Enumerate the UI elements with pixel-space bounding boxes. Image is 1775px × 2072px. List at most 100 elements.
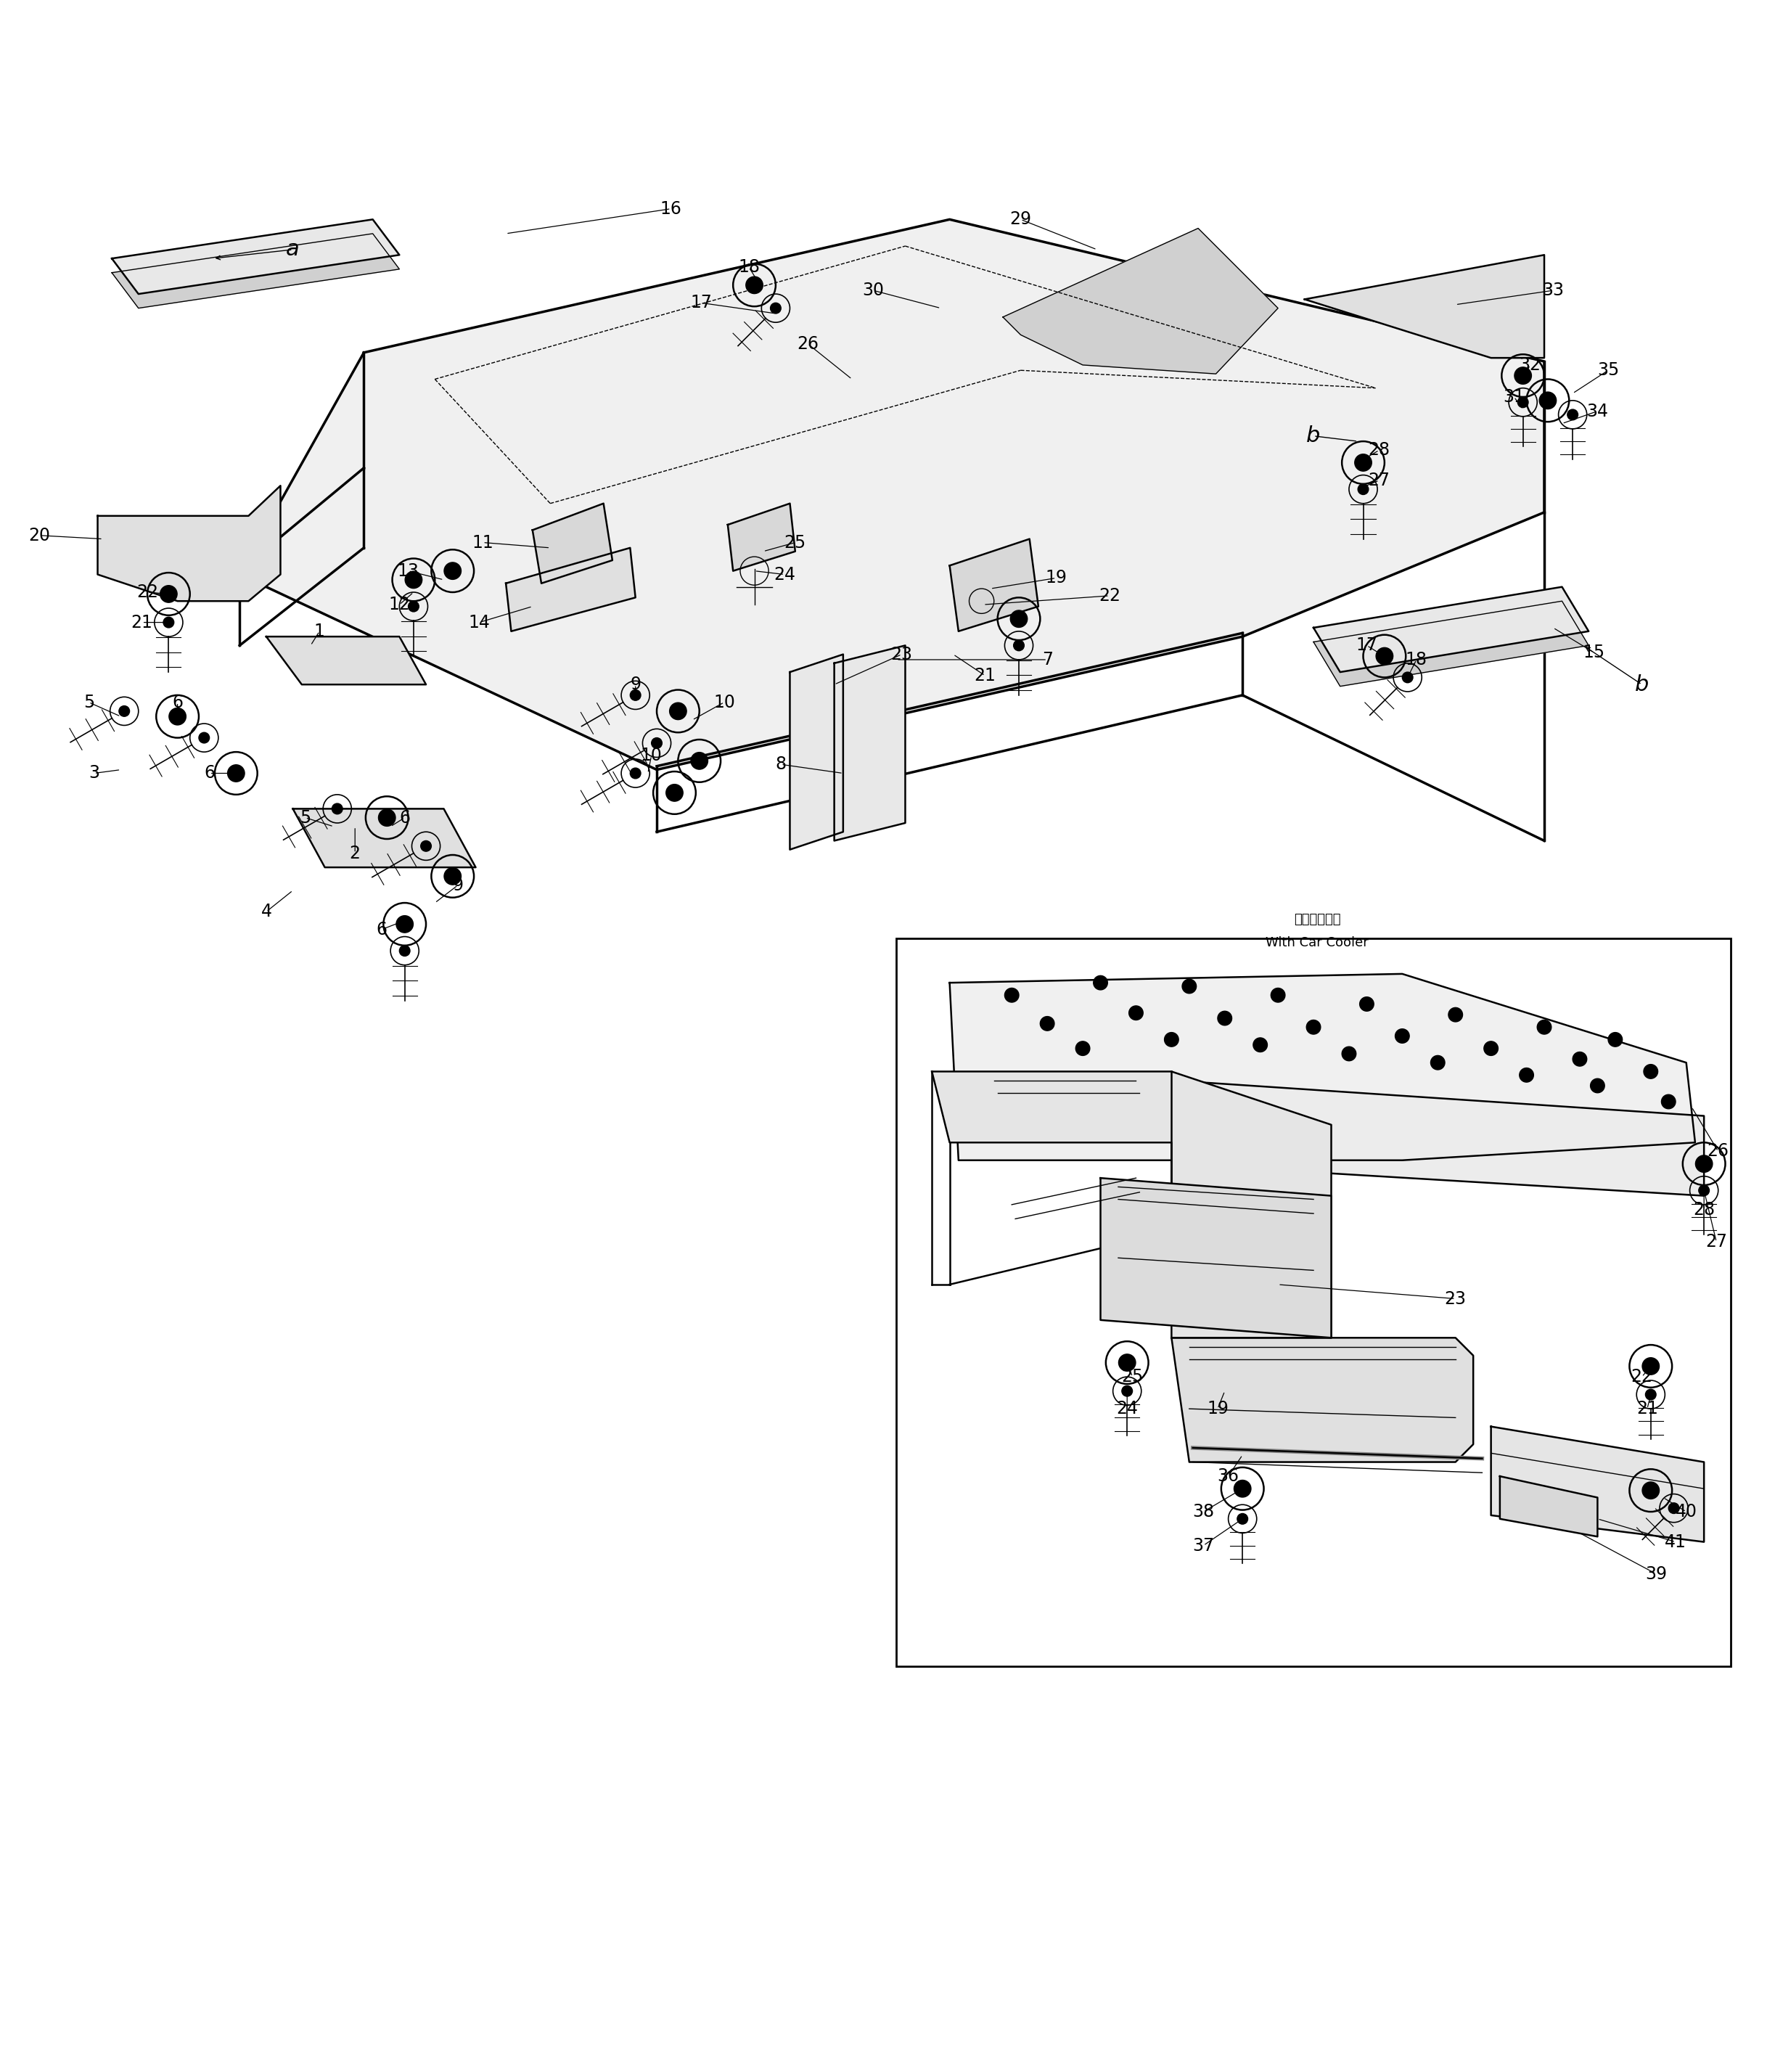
Text: b: b bbox=[1635, 673, 1649, 694]
Polygon shape bbox=[532, 503, 612, 584]
Text: 38: 38 bbox=[1193, 1502, 1214, 1521]
Polygon shape bbox=[1491, 1426, 1704, 1542]
Polygon shape bbox=[950, 974, 1695, 1160]
Text: 3: 3 bbox=[89, 765, 99, 781]
Text: 28: 28 bbox=[1693, 1202, 1715, 1218]
Polygon shape bbox=[240, 220, 1544, 769]
Circle shape bbox=[396, 916, 414, 932]
Polygon shape bbox=[266, 636, 426, 684]
Circle shape bbox=[1010, 611, 1028, 628]
Circle shape bbox=[770, 303, 781, 313]
Circle shape bbox=[1358, 485, 1369, 495]
Text: b: b bbox=[1306, 425, 1321, 445]
Text: 5: 5 bbox=[300, 808, 311, 827]
Text: 31: 31 bbox=[1503, 387, 1525, 406]
Circle shape bbox=[1642, 1357, 1660, 1374]
Text: 19: 19 bbox=[1045, 570, 1067, 586]
Text: 39: 39 bbox=[1645, 1564, 1667, 1583]
Text: 27: 27 bbox=[1369, 472, 1390, 489]
Text: カークーラ付: カークーラ付 bbox=[1294, 914, 1340, 926]
Circle shape bbox=[1253, 1038, 1267, 1053]
Circle shape bbox=[1644, 1065, 1658, 1080]
Circle shape bbox=[651, 738, 662, 748]
Circle shape bbox=[1040, 1017, 1054, 1030]
Circle shape bbox=[1484, 1042, 1498, 1055]
Circle shape bbox=[666, 785, 683, 802]
Text: 22: 22 bbox=[1631, 1368, 1653, 1386]
Text: 27: 27 bbox=[1706, 1233, 1727, 1251]
Circle shape bbox=[1448, 1007, 1463, 1021]
Polygon shape bbox=[1172, 1080, 1704, 1196]
Circle shape bbox=[1376, 649, 1393, 665]
Circle shape bbox=[1573, 1053, 1587, 1067]
Circle shape bbox=[1642, 1481, 1660, 1498]
Circle shape bbox=[444, 868, 462, 885]
Circle shape bbox=[1014, 640, 1024, 651]
Circle shape bbox=[1519, 1067, 1534, 1082]
Text: 25: 25 bbox=[1122, 1368, 1143, 1386]
Circle shape bbox=[1218, 1011, 1232, 1026]
Text: 33: 33 bbox=[1542, 282, 1564, 298]
Text: 6: 6 bbox=[399, 808, 410, 827]
Circle shape bbox=[1608, 1032, 1622, 1046]
Text: 26: 26 bbox=[797, 336, 818, 352]
Text: 36: 36 bbox=[1218, 1467, 1239, 1486]
Circle shape bbox=[1539, 392, 1557, 408]
Text: 10: 10 bbox=[714, 694, 735, 711]
Text: 4: 4 bbox=[261, 903, 272, 920]
Polygon shape bbox=[1172, 1339, 1473, 1463]
Text: 15: 15 bbox=[1583, 644, 1605, 661]
Circle shape bbox=[1122, 1386, 1132, 1397]
Text: 34: 34 bbox=[1587, 402, 1608, 421]
Polygon shape bbox=[834, 646, 905, 841]
Circle shape bbox=[399, 945, 410, 955]
Circle shape bbox=[332, 804, 343, 814]
Text: 1: 1 bbox=[314, 622, 325, 640]
Polygon shape bbox=[112, 234, 399, 309]
Circle shape bbox=[1118, 1355, 1136, 1372]
Text: 30: 30 bbox=[863, 282, 884, 298]
Polygon shape bbox=[506, 547, 635, 632]
Circle shape bbox=[1164, 1032, 1179, 1046]
Text: 29: 29 bbox=[1010, 211, 1031, 228]
Text: 9: 9 bbox=[630, 675, 641, 694]
Circle shape bbox=[1402, 671, 1413, 684]
Circle shape bbox=[1537, 1019, 1551, 1034]
Text: 17: 17 bbox=[1356, 636, 1377, 655]
Text: 37: 37 bbox=[1193, 1537, 1214, 1554]
Text: 41: 41 bbox=[1665, 1533, 1686, 1550]
Text: 28: 28 bbox=[1369, 441, 1390, 458]
Circle shape bbox=[444, 562, 462, 580]
Polygon shape bbox=[950, 539, 1038, 632]
Circle shape bbox=[160, 586, 178, 603]
Circle shape bbox=[199, 731, 209, 744]
Circle shape bbox=[405, 572, 422, 588]
Circle shape bbox=[1234, 1479, 1251, 1498]
Circle shape bbox=[745, 276, 763, 294]
Circle shape bbox=[1093, 976, 1108, 990]
Text: 6: 6 bbox=[376, 920, 387, 939]
Text: a: a bbox=[286, 238, 300, 261]
Text: 17: 17 bbox=[690, 294, 712, 311]
Text: 19: 19 bbox=[1207, 1401, 1228, 1417]
FancyBboxPatch shape bbox=[896, 939, 1731, 1666]
Circle shape bbox=[1342, 1046, 1356, 1061]
Text: 40: 40 bbox=[1676, 1502, 1697, 1521]
Circle shape bbox=[1645, 1388, 1656, 1401]
Polygon shape bbox=[1500, 1475, 1598, 1537]
Text: 22: 22 bbox=[137, 584, 158, 601]
Circle shape bbox=[378, 810, 396, 827]
Circle shape bbox=[1129, 1005, 1143, 1019]
Circle shape bbox=[1431, 1055, 1445, 1069]
Circle shape bbox=[1237, 1513, 1248, 1525]
Text: 9: 9 bbox=[453, 876, 463, 893]
Circle shape bbox=[169, 709, 186, 725]
Text: 16: 16 bbox=[660, 201, 682, 218]
Polygon shape bbox=[112, 220, 399, 294]
Text: With Car Cooler: With Car Cooler bbox=[1266, 937, 1369, 949]
Circle shape bbox=[1699, 1185, 1709, 1196]
Text: 23: 23 bbox=[891, 646, 912, 663]
Text: 21: 21 bbox=[1637, 1401, 1658, 1417]
Circle shape bbox=[1661, 1094, 1676, 1109]
Text: 23: 23 bbox=[1445, 1291, 1466, 1307]
